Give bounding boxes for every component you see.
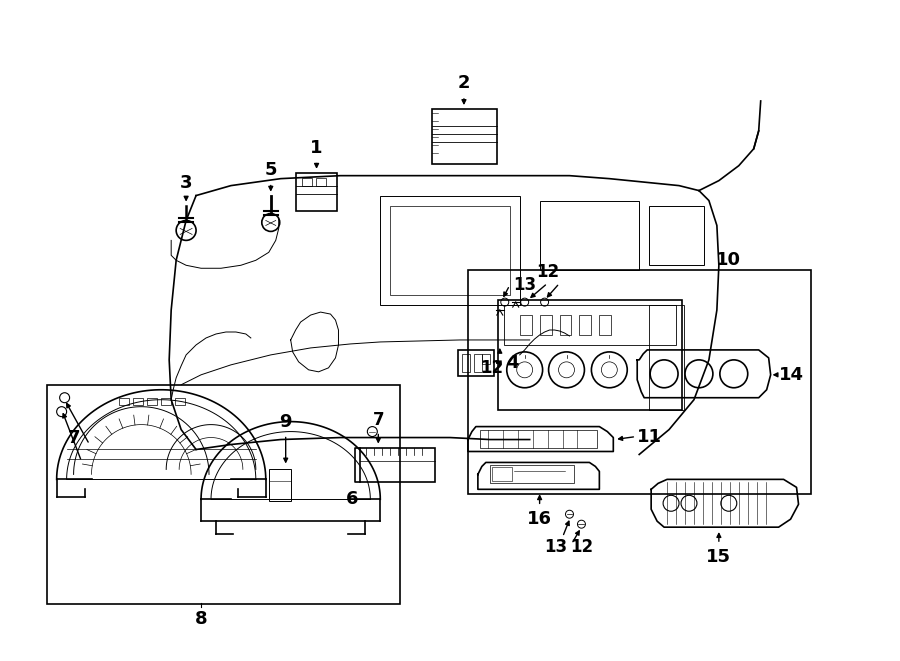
Text: 7: 7 xyxy=(68,428,80,447)
Text: 2: 2 xyxy=(458,74,470,92)
Bar xyxy=(176,398,185,405)
Bar xyxy=(560,315,572,335)
Bar xyxy=(296,173,338,210)
Bar xyxy=(580,315,591,335)
Text: 10: 10 xyxy=(716,251,742,269)
Bar xyxy=(599,315,611,335)
Text: 13: 13 xyxy=(544,538,567,556)
Text: 12: 12 xyxy=(570,538,593,556)
Bar xyxy=(120,398,130,405)
Text: 1: 1 xyxy=(310,139,323,157)
Text: 12: 12 xyxy=(536,263,559,281)
Text: 13: 13 xyxy=(513,276,536,294)
Bar xyxy=(490,465,574,483)
Text: 5: 5 xyxy=(265,161,277,178)
Bar xyxy=(458,350,494,376)
Bar xyxy=(540,315,552,335)
Bar xyxy=(148,398,157,405)
Bar xyxy=(504,305,676,345)
Text: 15: 15 xyxy=(706,548,732,566)
Bar xyxy=(381,196,519,305)
Bar xyxy=(462,354,470,372)
Bar xyxy=(133,398,143,405)
Bar xyxy=(540,200,639,270)
Text: 12: 12 xyxy=(481,359,503,377)
Bar xyxy=(302,178,311,186)
Bar xyxy=(391,206,509,295)
Bar xyxy=(491,467,512,481)
Text: 3: 3 xyxy=(180,174,193,192)
Text: 14: 14 xyxy=(779,366,804,384)
Bar xyxy=(432,109,497,164)
Bar xyxy=(269,469,291,501)
Text: 7: 7 xyxy=(373,410,384,428)
Text: 9: 9 xyxy=(279,412,292,430)
Bar xyxy=(161,398,171,405)
Text: 8: 8 xyxy=(194,610,207,628)
Bar xyxy=(649,305,684,410)
Bar xyxy=(47,385,400,604)
Text: 11: 11 xyxy=(636,428,662,446)
Text: 16: 16 xyxy=(527,510,552,528)
Bar xyxy=(519,315,532,335)
Bar xyxy=(316,178,326,186)
Bar xyxy=(498,300,682,410)
Text: 6: 6 xyxy=(346,490,359,508)
Bar xyxy=(482,354,490,364)
Bar xyxy=(360,447,435,483)
Bar xyxy=(474,354,482,372)
Bar xyxy=(468,270,812,494)
Bar xyxy=(480,430,598,447)
Text: 4: 4 xyxy=(507,354,519,372)
Bar xyxy=(649,206,704,265)
